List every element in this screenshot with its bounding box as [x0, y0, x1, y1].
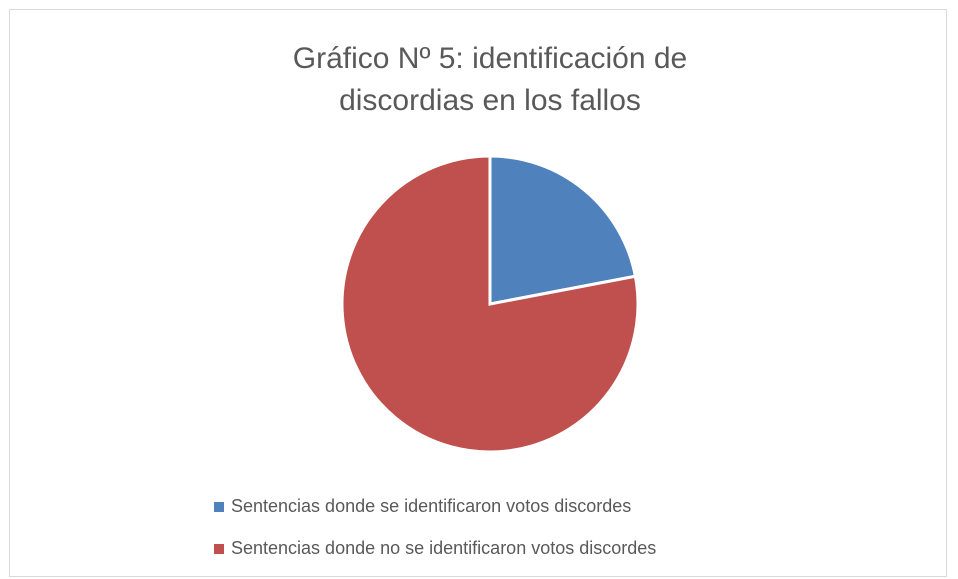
chart-title: Gráfico Nº 5: identificación de discordi… — [292, 42, 688, 117]
pie-slice — [340, 154, 640, 454]
legend-label: Sentencias donde no se identificaron vot… — [231, 538, 656, 558]
chart-frame — [9, 9, 947, 577]
pie-slice — [488, 154, 638, 306]
legend-label: Sentencias donde se identificaron votos … — [231, 496, 631, 516]
legend-swatch — [214, 544, 224, 554]
legend-swatch — [214, 502, 224, 512]
